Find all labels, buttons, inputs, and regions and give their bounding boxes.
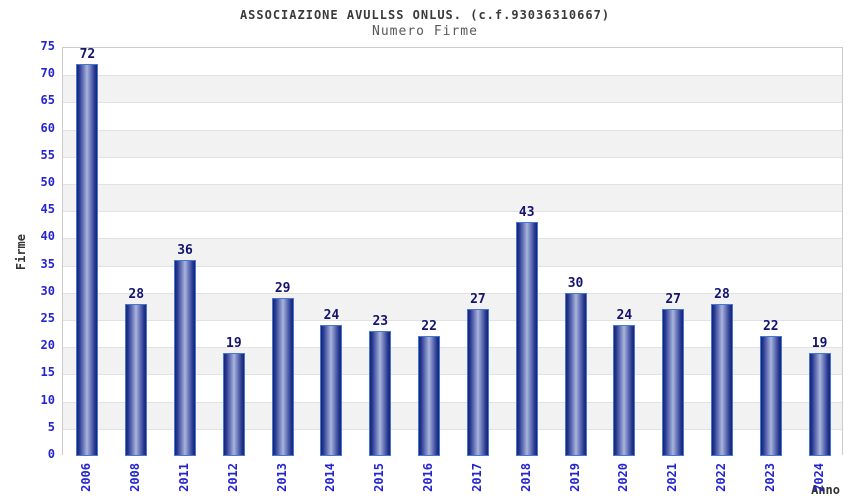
bar-value-label: 36 [177,243,193,259]
bar-2022 [710,303,733,456]
gridline [63,374,842,376]
x-tick-label: 2015 [372,463,387,492]
gridline [63,428,842,430]
bar-2011 [174,260,197,456]
x-tick-label: 2016 [421,463,436,492]
x-tick-label: 2020 [616,463,631,492]
bar-value-label: 27 [470,292,486,308]
plot-band [63,184,842,212]
gridline [63,184,842,185]
x-tick-label: 2013 [274,463,289,492]
y-tick-label: 40 [40,229,55,244]
bar-2024 [808,352,831,456]
x-tick-label: 2014 [323,463,338,492]
plot-band [63,102,842,130]
y-tick-label: 60 [40,120,55,135]
x-tick-label: 2023 [762,463,777,492]
y-tick-label: 50 [40,175,55,189]
y-tick-label: 35 [40,256,55,271]
y-tick-label: 70 [40,66,55,81]
y-tick-label: 65 [40,93,55,108]
y-tick-label: 5 [47,419,55,434]
y-tick-label: 30 [40,283,55,298]
plot-band [63,129,842,157]
bar-value-label: 43 [518,205,535,221]
chart-subtitle: Numero Firme [372,24,478,39]
gridline [63,347,842,349]
plot-band [63,156,842,184]
x-tick-label: 2017 [469,463,484,492]
gridline [63,320,842,321]
bar-value-label: 23 [372,313,389,329]
x-tick-label: 2012 [225,463,240,492]
bar-value-label: 28 [128,286,145,302]
y-tick-label: 20 [40,338,55,353]
x-tick-label: 2006 [79,463,94,492]
bar-2023 [759,336,782,456]
x-tick-label: 2021 [665,463,680,492]
gridline [63,156,842,158]
bar-2017 [466,309,489,456]
bar-2019 [564,292,587,456]
bar-value-label: 22 [421,319,437,335]
bar-2014 [320,325,343,456]
y-tick-label: 15 [40,365,55,380]
bar-value-label: 24 [323,308,340,324]
plot-band [63,75,842,103]
bar-value-label: 19 [811,335,828,351]
bar-value-label: 22 [762,319,779,335]
x-tick-label: 2008 [128,463,143,492]
chart-title: ASSOCIAZIONE AVULLSS ONLUS. (c.f.9303631… [239,8,611,22]
bar-value-label: 30 [567,275,584,291]
bar-value-label: 24 [616,308,633,324]
bar-value-label: 28 [714,286,730,302]
bar-2021 [662,309,685,456]
plot-band [63,48,842,76]
bar-2006 [76,64,99,456]
bar-value-label: 72 [79,47,96,63]
bar-value-label: 19 [226,335,242,351]
gridline [63,75,842,77]
bar-2020 [613,325,636,456]
bar-2008 [125,303,148,456]
x-axis-title: Anno [811,483,840,497]
bar-2013 [271,298,294,456]
gridline [63,401,842,403]
y-tick-label: 10 [40,392,55,407]
chart-plot-area: 72 28 36 19 29 24 23 22 27 43 30 24 27 28 22 19 [62,47,843,456]
x-tick-label: 2022 [713,463,728,492]
y-tick-label: 45 [40,202,55,217]
gridline [63,129,842,131]
gridline [63,238,842,240]
y-tick-label: 0 [47,447,55,461]
y-tick-label: 25 [40,311,55,325]
gridline [63,102,842,104]
plot-band [63,211,842,239]
x-tick-label: 2024 [811,463,826,492]
bar-2016 [418,336,441,456]
bar-2015 [369,330,392,456]
gridline [63,292,842,294]
x-tick-label: 2018 [518,463,533,492]
y-tick-label: 75 [40,39,55,53]
y-tick-label: 55 [40,147,55,162]
gridline [63,265,842,267]
x-tick-label: 2019 [567,463,582,492]
x-tick-label: 2011 [177,463,192,492]
bar-value-label: 29 [274,281,291,297]
bar-2018 [515,222,538,456]
gridline [63,211,842,213]
bar-value-label: 27 [665,292,681,308]
bar-2012 [222,352,245,456]
